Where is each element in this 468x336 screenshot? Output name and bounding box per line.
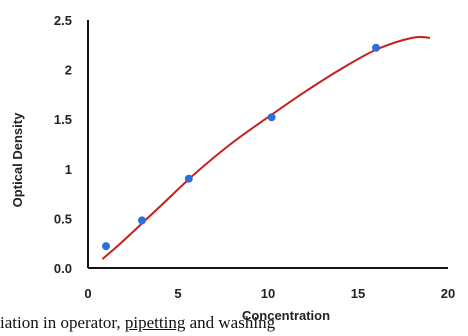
x-tick-label: 5 (174, 286, 181, 301)
caption-part-1: iation in operator, (0, 313, 125, 332)
x-tick-label: 15 (351, 286, 365, 301)
x-tick-label: 10 (261, 286, 275, 301)
data-points (102, 43, 380, 251)
data-point (184, 174, 193, 183)
x-tick-label: 20 (441, 286, 455, 301)
x-axis-ticks: 0 5 10 15 20 (84, 286, 455, 301)
caption-fragment: iation in operator, pipetting and washin… (0, 310, 468, 336)
x-tick-label: 0 (84, 286, 91, 301)
caption-part-3: and washing (185, 313, 276, 332)
data-point (267, 113, 276, 122)
data-point (102, 242, 110, 251)
y-tick-label: 0.0 (54, 261, 72, 276)
fit-curve (101, 35, 431, 260)
y-tick-label: 2.5 (54, 13, 72, 28)
y-tick-label: 1 (65, 162, 72, 177)
y-tick-label: 0.5 (54, 211, 72, 226)
data-point (372, 43, 380, 52)
x-axis-title: Concentration (242, 308, 330, 323)
caption-part-2: pipetting (124, 313, 186, 332)
y-tick-label: 1.5 (54, 112, 72, 127)
y-tick-label: 2 (65, 63, 72, 78)
data-point (138, 216, 146, 225)
y-axis-ticks: 0.0 0.5 1 1.5 2 2.5 (54, 13, 72, 276)
y-axis-title: Optical Density (10, 112, 25, 207)
